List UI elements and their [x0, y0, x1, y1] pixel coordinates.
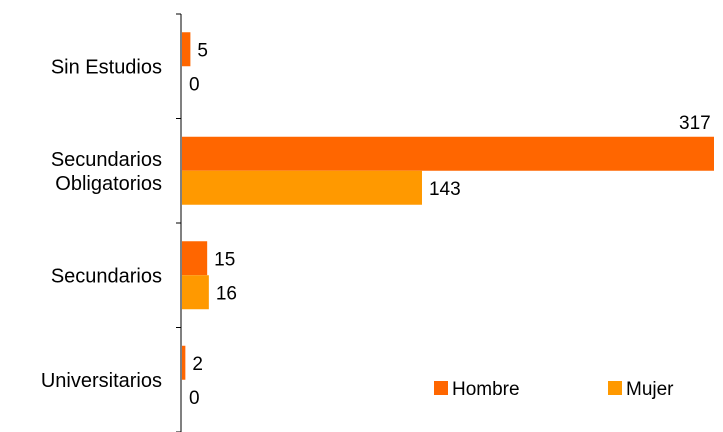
data-label: 15	[214, 249, 235, 270]
legend-swatch-hombre	[434, 381, 448, 395]
category-label: Secundarios	[51, 265, 162, 287]
data-labels: 5 0 317 143 15 16 2 0	[189, 40, 711, 409]
category-label: Universitarios	[41, 370, 162, 392]
legend-swatch-mujer	[608, 381, 622, 395]
data-label: 143	[429, 179, 461, 200]
bar-mujer	[182, 275, 209, 310]
category-label: Sin Estudios	[51, 56, 162, 78]
data-label: 317	[679, 113, 711, 134]
category-axis	[176, 13, 182, 432]
legend-label-hombre: Hombre	[452, 379, 520, 400]
category-labels: Sin Estudios Secundarios Obligatorios Secun…	[41, 56, 162, 392]
category-label: Secundarios Obligatorios	[51, 149, 162, 195]
data-label: 5	[197, 40, 208, 61]
data-label: 0	[189, 388, 200, 409]
data-label: 0	[189, 74, 200, 95]
data-label: 16	[216, 283, 237, 304]
bar-hombre	[182, 136, 714, 171]
bar-hombre	[182, 32, 191, 67]
bar-mujer	[182, 170, 422, 205]
legend: Hombre Mujer	[434, 379, 674, 400]
data-label: 2	[192, 354, 203, 375]
bar-hombre	[182, 241, 208, 276]
bar-hombre	[182, 345, 186, 380]
legend-label-mujer: Mujer	[626, 379, 674, 400]
bars-group	[182, 32, 714, 380]
